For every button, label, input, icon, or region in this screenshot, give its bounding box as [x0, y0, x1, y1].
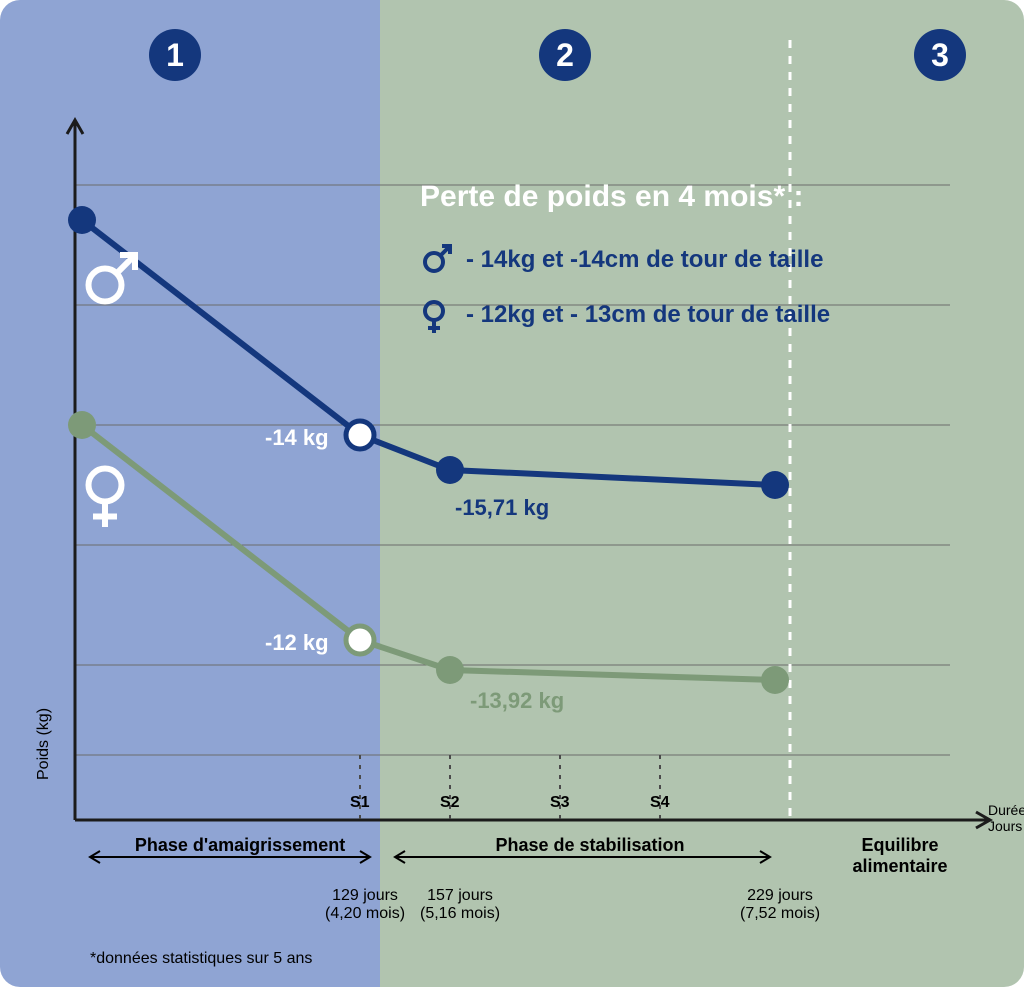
stat-line: - 14kg et -14cm de tour de taille [420, 240, 823, 280]
phase-badge: 3 [914, 29, 966, 81]
stat-text: - 12kg et - 13cm de tour de taille [466, 301, 830, 329]
phase-badge: 2 [539, 29, 591, 81]
point-label: -12 kg [265, 630, 329, 656]
time-marker: 157 jours(5,16 mois) [420, 887, 500, 923]
weight-loss-chart: Poids (kg) Perte de poids en 4 mois* : *… [0, 0, 1024, 987]
phase-name: Equilibre alimentaire [820, 835, 980, 877]
point-label: -15,71 kg [455, 495, 549, 521]
point-label: -13,92 kg [470, 688, 564, 714]
chart-title: Perte de poids en 4 mois* : [420, 180, 803, 214]
female-icon [420, 295, 456, 335]
stat-line: - 12kg et - 13cm de tour de taille [420, 295, 830, 335]
x-tick-label: S3 [550, 794, 570, 812]
phase-badge: 1 [149, 29, 201, 81]
x-axis-label: DuréeJours [988, 802, 1024, 834]
male-icon [420, 240, 456, 280]
y-axis-label: Poids (kg) [35, 708, 53, 780]
footnote: *données statistiques sur 5 ans [90, 950, 312, 968]
x-tick-label: S1 [350, 794, 370, 812]
phase-name: Phase d'amaigrissement [115, 835, 365, 856]
stat-text: - 14kg et -14cm de tour de taille [466, 246, 823, 274]
point-label: -14 kg [265, 425, 329, 451]
phase-name: Phase de stabilisation [450, 835, 730, 856]
x-tick-label: S2 [440, 794, 460, 812]
time-marker: 129 jours(4,20 mois) [325, 887, 405, 923]
time-marker: 229 jours(7,52 mois) [740, 887, 820, 923]
x-tick-label: S4 [650, 794, 670, 812]
